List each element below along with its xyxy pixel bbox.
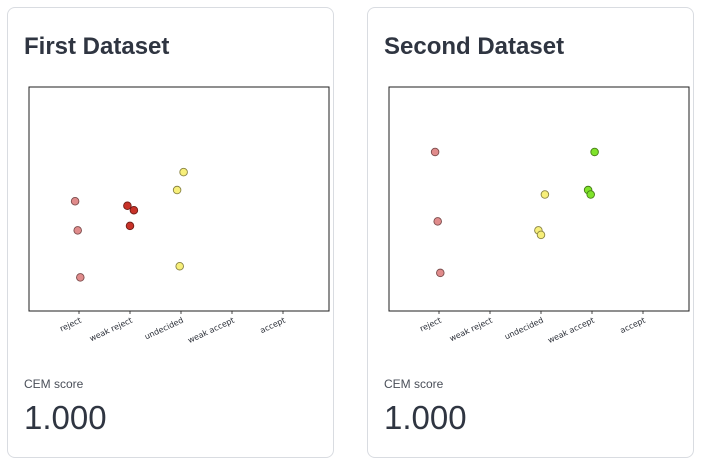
card-title: First Dataset (24, 33, 170, 60)
cem-score-value: 1.000 (24, 399, 107, 436)
data-point-reject (430, 147, 440, 157)
data-point-weak-reject (129, 205, 139, 215)
data-point-reject (73, 226, 82, 235)
data-point-weak-accept (586, 190, 595, 199)
x-tick-label: weak accept (186, 316, 235, 345)
data-point-reject (436, 268, 445, 278)
data-point-reject (76, 273, 85, 282)
data-point-weak-reject (123, 201, 132, 210)
x-tick-label: accept (259, 316, 287, 336)
x-tick-label: reject (58, 316, 82, 334)
x-tick-label: undecided (143, 316, 185, 342)
x-tick-label: weak accept (546, 316, 595, 345)
data-point-undecided (536, 230, 546, 240)
cem-score-label: CEM score (384, 377, 444, 391)
x-tick-label: reject (418, 316, 442, 334)
x-tick-label: accept (619, 316, 647, 336)
plot-frame (388, 86, 690, 312)
x-tick-label: undecided (503, 316, 545, 342)
data-point-reject (70, 196, 80, 206)
cem-score-value: 1.000 (384, 399, 467, 436)
second-dataset-card: Second Dataset reject weak reject undecide… (367, 7, 694, 458)
data-point-undecided (172, 185, 182, 195)
first-dataset-card: First Dataset reject weak reject undecided… (7, 7, 334, 458)
data-point-undecided (175, 261, 184, 271)
x-tick-label: weak reject (448, 316, 494, 344)
data-point-reject (433, 217, 442, 226)
card-title: Second Dataset (384, 33, 565, 60)
second-dataset-scatter-plot: reject weak reject undecided weak accept acc… (388, 86, 690, 345)
cem-score-label: CEM score (24, 377, 84, 391)
data-point-undecided (540, 190, 550, 199)
data-point-undecided (179, 167, 188, 177)
x-tick-label: weak reject (88, 316, 134, 344)
data-point-weak-accept (590, 147, 599, 157)
first-dataset-scatter-plot: reject weak reject undecided weak accept acc… (28, 86, 330, 345)
data-point-weak-reject (125, 221, 135, 231)
